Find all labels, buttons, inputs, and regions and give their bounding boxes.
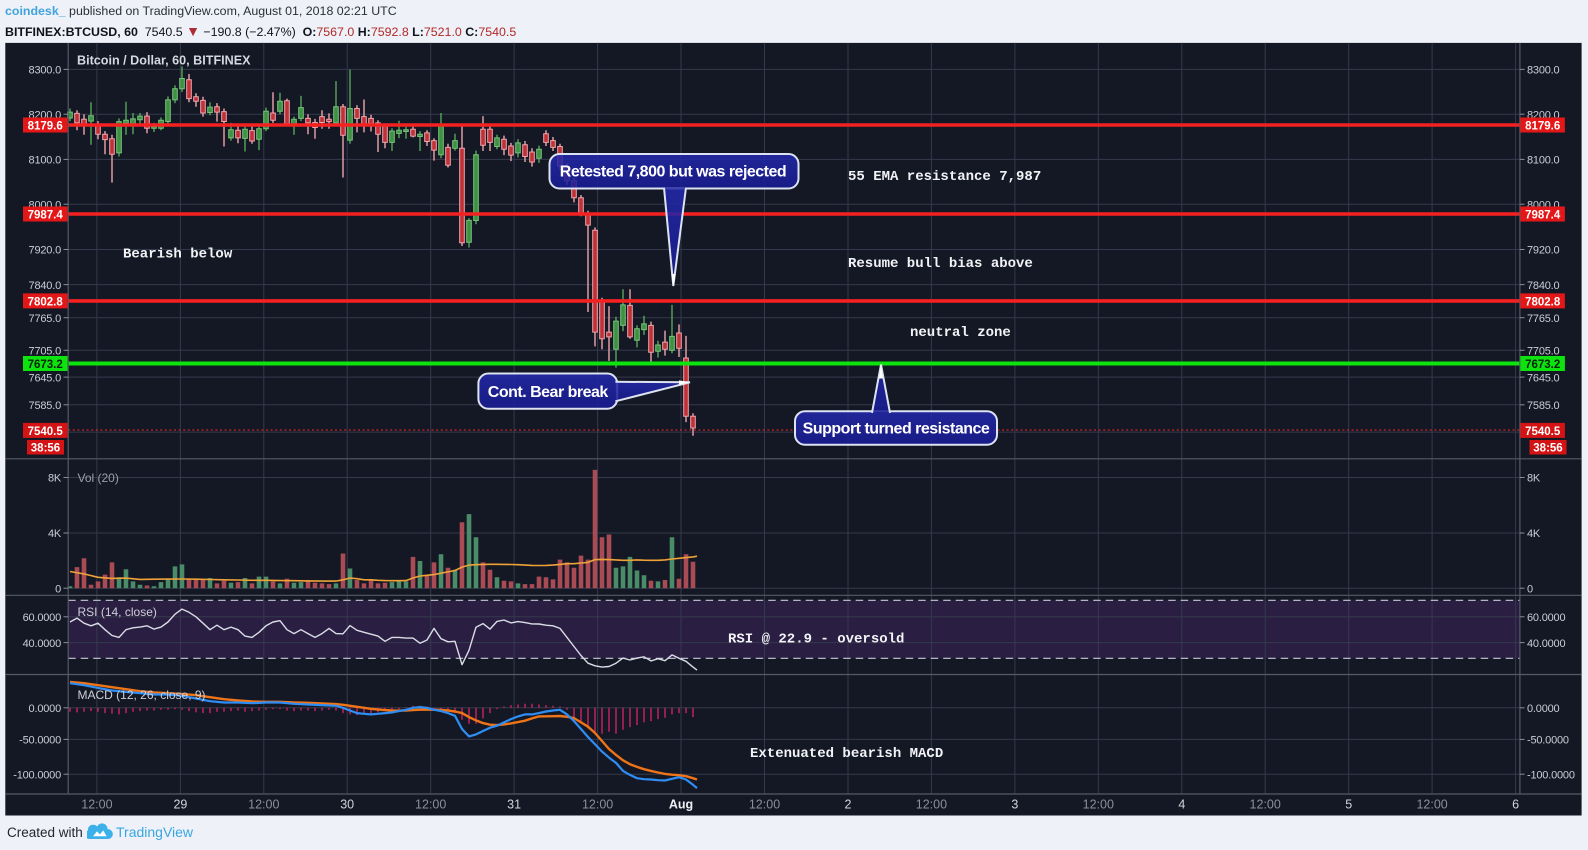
svg-text:30: 30 [340,798,354,812]
svg-text:-50.0000: -50.0000 [19,735,61,747]
svg-text:12:00: 12:00 [1083,798,1114,812]
svg-text:Bitcoin / Dollar, 60, BITFINEX: Bitcoin / Dollar, 60, BITFINEX [77,54,251,68]
svg-text:8179.6: 8179.6 [1525,120,1560,132]
svg-text:29: 29 [173,798,187,812]
svg-text:38:56: 38:56 [1533,443,1562,455]
svg-text:8K: 8K [1527,473,1541,485]
svg-text:7645.0: 7645.0 [29,372,62,384]
svg-text:0: 0 [1527,583,1533,595]
svg-text:neutral zone: neutral zone [910,325,1011,341]
svg-text:7987.4: 7987.4 [28,209,64,221]
svg-text:31: 31 [507,798,521,812]
svg-text:8179.6: 8179.6 [28,120,63,132]
svg-text:8300.0: 8300.0 [1527,65,1560,77]
svg-text:Resume bull bias above: Resume bull bias above [848,256,1033,272]
svg-text:7802.8: 7802.8 [28,296,64,308]
svg-text:4: 4 [1178,798,1185,812]
svg-text:7840.0: 7840.0 [29,280,62,292]
svg-text:12:00: 12:00 [582,798,613,812]
svg-text:7540.5: 7540.5 [1525,426,1561,438]
svg-text:8K: 8K [48,473,62,485]
svg-text:7585.0: 7585.0 [1527,400,1560,412]
svg-text:Cont. Bear break: Cont. Bear break [488,384,609,401]
svg-text:7920.0: 7920.0 [1527,245,1560,257]
svg-text:Extenuated bearish MACD: Extenuated bearish MACD [750,746,943,762]
svg-text:2: 2 [845,798,852,812]
svg-text:7645.0: 7645.0 [1527,372,1560,384]
svg-text:12:00: 12:00 [1250,798,1281,812]
svg-text:0.0000: 0.0000 [29,703,62,715]
svg-text:7987.4: 7987.4 [1525,209,1561,221]
svg-text:12:00: 12:00 [248,798,279,812]
svg-text:60.0000: 60.0000 [1527,612,1565,624]
svg-text:RSI @ 22.9 - oversold: RSI @ 22.9 - oversold [728,632,904,648]
svg-text:-50.0000: -50.0000 [1527,735,1569,747]
svg-text:Vol (20): Vol (20) [78,471,119,485]
svg-text:0.0000: 0.0000 [1527,703,1560,715]
svg-text:7765.0: 7765.0 [29,313,62,325]
svg-text:7802.8: 7802.8 [1525,296,1561,308]
svg-text:12:00: 12:00 [415,798,446,812]
svg-text:7705.0: 7705.0 [29,346,62,358]
svg-text:-100.0000: -100.0000 [13,769,61,781]
svg-text:7840.0: 7840.0 [1527,280,1560,292]
svg-text:-100.0000: -100.0000 [1527,769,1575,781]
svg-text:55 EMA resistance 7,987: 55 EMA resistance 7,987 [848,169,1041,185]
svg-text:0: 0 [55,583,61,595]
svg-text:7920.0: 7920.0 [29,245,62,257]
svg-text:Retested 7,800 but was rejecte: Retested 7,800 but was rejected [560,164,786,181]
svg-text:7705.0: 7705.0 [1527,346,1560,358]
svg-text:12:00: 12:00 [916,798,947,812]
svg-text:RSI (14, close): RSI (14, close) [78,605,157,619]
svg-text:7673.2: 7673.2 [1525,359,1560,371]
svg-text:12:00: 12:00 [1416,798,1447,812]
svg-text:7540.5: 7540.5 [28,426,64,438]
svg-text:7673.2: 7673.2 [28,359,63,371]
svg-text:12:00: 12:00 [749,798,780,812]
svg-text:40.0000: 40.0000 [23,638,61,650]
svg-text:6: 6 [1512,798,1519,812]
svg-text:8300.0: 8300.0 [29,65,62,77]
svg-text:7765.0: 7765.0 [1527,313,1560,325]
svg-text:38:56: 38:56 [31,443,60,455]
svg-text:40.0000: 40.0000 [1527,638,1565,650]
svg-text:MACD (12, 26, close, 9): MACD (12, 26, close, 9) [78,688,206,702]
svg-text:3: 3 [1011,798,1018,812]
svg-text:Bearish below: Bearish below [123,247,233,263]
svg-text:7585.0: 7585.0 [29,400,62,412]
svg-text:4K: 4K [1527,528,1541,540]
svg-text:Aug: Aug [669,798,693,812]
svg-text:8100.0: 8100.0 [1527,155,1560,167]
svg-text:60.0000: 60.0000 [23,612,61,624]
svg-text:Support turned resistance: Support turned resistance [803,421,990,438]
svg-text:4K: 4K [48,528,62,540]
svg-text:12:00: 12:00 [81,798,112,812]
svg-text:8100.0: 8100.0 [29,155,62,167]
svg-text:5: 5 [1345,798,1352,812]
